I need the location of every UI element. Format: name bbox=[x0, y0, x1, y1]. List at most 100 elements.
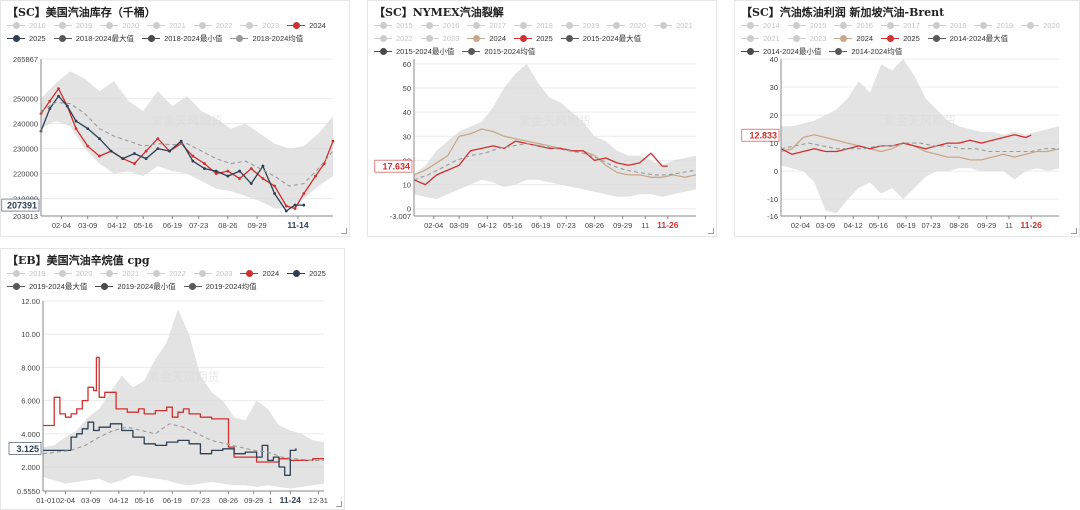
legend-item[interactable]: 2016 bbox=[834, 20, 873, 30]
current-value-label: 3.125 bbox=[16, 444, 39, 454]
legend-item[interactable]: 2020 bbox=[100, 20, 139, 30]
legend-item[interactable]: 2024 bbox=[287, 20, 326, 30]
legend-symbol-icon bbox=[7, 281, 25, 291]
legend-item[interactable]: 2014-2024最大值 bbox=[927, 33, 1008, 43]
chart-title: 【SC】汽油炼油利润 新加坡汽油-Brent bbox=[741, 6, 945, 19]
legend-symbol-icon bbox=[607, 20, 626, 30]
chart-panel-us-gasoline-stocks: 【SC】美国汽油库存（千桶） 2016 2019 2020 2021 2022 2023 2… bbox=[0, 0, 350, 237]
legend-symbol-icon bbox=[53, 268, 72, 278]
legend-item[interactable]: 2025 bbox=[287, 268, 326, 278]
x-tick-label: 11 bbox=[1005, 221, 1013, 230]
current-value-label: 12.833 bbox=[749, 131, 777, 141]
legend-item[interactable]: 2015-2024最小值 bbox=[374, 46, 454, 56]
legend-symbol-icon bbox=[834, 33, 853, 43]
legend-item[interactable]: 2022 bbox=[193, 20, 232, 30]
legend-item[interactable]: 2020 bbox=[607, 20, 646, 30]
chart-panel-us-gasoline-octane: 【EB】美国汽油辛烷值 cpg 2019 2020 2021 2022 2023 2024… bbox=[0, 248, 345, 510]
legend-symbol-icon bbox=[787, 33, 806, 43]
legend-item[interactable]: 2023 bbox=[420, 33, 459, 43]
legend-item[interactable]: 2015-2024最大值 bbox=[560, 33, 641, 43]
series-point bbox=[144, 157, 148, 160]
legend-item[interactable]: 2019-2024均值 bbox=[183, 281, 257, 291]
legend-item[interactable]: 2021 bbox=[100, 268, 139, 278]
x-tick-label: 05-16 bbox=[503, 221, 522, 230]
legend-item[interactable]: 2019 bbox=[560, 20, 599, 30]
legend-item[interactable]: 2025 bbox=[514, 33, 553, 43]
resize-handle[interactable] bbox=[708, 228, 714, 234]
legend-item[interactable]: 2014 bbox=[741, 20, 780, 30]
legend-item[interactable]: 2019-2024最小值 bbox=[95, 281, 176, 291]
legend-label: 2019-2024最小值 bbox=[117, 281, 176, 291]
legend-item[interactable]: 2017 bbox=[467, 20, 506, 30]
legend-item[interactable]: 2023 bbox=[193, 268, 232, 278]
legend-label: 2024 bbox=[856, 33, 874, 43]
legend-item[interactable]: 2019-2024最大值 bbox=[7, 281, 87, 291]
legend-item[interactable]: 2025 bbox=[7, 33, 46, 43]
legend-symbol-icon bbox=[7, 33, 25, 43]
x-tick-label: 09-29 bbox=[613, 221, 632, 230]
legend-item[interactable]: 2015 bbox=[787, 20, 826, 30]
legend-symbol-icon bbox=[741, 46, 759, 56]
legend-item[interactable]: 2019 bbox=[53, 20, 92, 30]
series-point bbox=[48, 107, 52, 111]
legend-label: 2018-2024最小值 bbox=[164, 33, 223, 43]
legend-item[interactable]: 2021 bbox=[741, 33, 780, 43]
x-tick-label: 05-16 bbox=[134, 221, 153, 230]
series-point bbox=[191, 159, 195, 163]
legend-item[interactable]: 2017 bbox=[881, 20, 920, 30]
legend-item[interactable]: 2021 bbox=[654, 20, 693, 30]
series-point bbox=[284, 209, 288, 213]
legend-item[interactable]: 2022 bbox=[147, 268, 186, 278]
legend-item[interactable]: 2018-2024最小值 bbox=[142, 33, 222, 43]
series-point bbox=[191, 154, 195, 158]
series-line-2019-2024均值 bbox=[42, 423, 324, 461]
legend-item[interactable]: 2016 bbox=[7, 20, 46, 30]
legend-item[interactable]: 2014-2024最小值 bbox=[741, 46, 821, 56]
legend-item[interactable]: 2024 bbox=[834, 33, 873, 43]
legend-item[interactable]: 2024 bbox=[240, 268, 279, 278]
legend-symbol-icon bbox=[834, 20, 853, 30]
legend-label: 2018 bbox=[536, 20, 553, 30]
y-tick-label: -3.007 bbox=[390, 212, 411, 221]
chart-panel-singapore-gasoline-brent: 【SC】汽油炼油利润 新加坡汽油-Brent 2014 2015 2016 2017 2… bbox=[734, 0, 1080, 237]
x-tick-label: 12-31 bbox=[309, 496, 328, 505]
legend-item[interactable]: 2018 bbox=[927, 20, 966, 30]
legend-item[interactable]: 2025 bbox=[881, 33, 920, 43]
y-tick-label: 203013 bbox=[13, 212, 38, 221]
y-tick-label: 40 bbox=[770, 55, 778, 64]
legend-symbol-icon bbox=[927, 20, 946, 30]
legend-item[interactable]: 2019 bbox=[7, 268, 46, 278]
legend-label: 2021 bbox=[676, 20, 693, 30]
legend-item[interactable]: 2018 bbox=[514, 20, 553, 30]
series-point bbox=[48, 99, 52, 103]
legend-item[interactable]: 2022 bbox=[374, 33, 413, 43]
legend-item[interactable]: 2018-2024均值 bbox=[230, 33, 303, 43]
legend-item[interactable]: 2015-2024均值 bbox=[462, 46, 535, 56]
legend-item[interactable]: 2019 bbox=[974, 20, 1013, 30]
legend-item[interactable]: 2020 bbox=[53, 268, 93, 278]
series-point bbox=[226, 169, 230, 173]
legend-item[interactable]: 2014-2024均值 bbox=[829, 46, 902, 56]
legend-item[interactable]: 2018-2024最大值 bbox=[53, 33, 134, 43]
series-point bbox=[249, 182, 253, 185]
legend-item[interactable]: 2024 bbox=[467, 33, 506, 43]
legend-item[interactable]: 2023 bbox=[240, 20, 279, 30]
resize-handle[interactable] bbox=[341, 228, 347, 234]
series-point bbox=[214, 169, 218, 173]
legend-symbol-icon bbox=[240, 20, 259, 30]
legend-item[interactable]: 2015 bbox=[374, 20, 413, 30]
legend-item[interactable]: 2016 bbox=[420, 20, 459, 30]
legend: 2016 2019 2020 2021 2022 2023 2024 2025 2018-202… bbox=[7, 20, 343, 43]
legend-item[interactable]: 2020 bbox=[1021, 20, 1060, 30]
legend-label: 2014 bbox=[763, 20, 780, 30]
y-tick-label: 12.00 bbox=[21, 297, 40, 306]
resize-handle[interactable] bbox=[1071, 228, 1077, 234]
legend-label: 2020 bbox=[75, 268, 93, 278]
legend-item[interactable]: 2021 bbox=[147, 20, 186, 30]
x-tick-label: 04-12 bbox=[107, 221, 126, 230]
legend-item[interactable]: 2023 bbox=[787, 33, 827, 43]
chart-plot: 2658672500002400002300002200002100002030… bbox=[1, 55, 335, 230]
x-tick-label: 02-04 bbox=[52, 221, 71, 230]
resize-handle[interactable] bbox=[336, 501, 342, 507]
legend-label: 2023 bbox=[809, 33, 827, 43]
